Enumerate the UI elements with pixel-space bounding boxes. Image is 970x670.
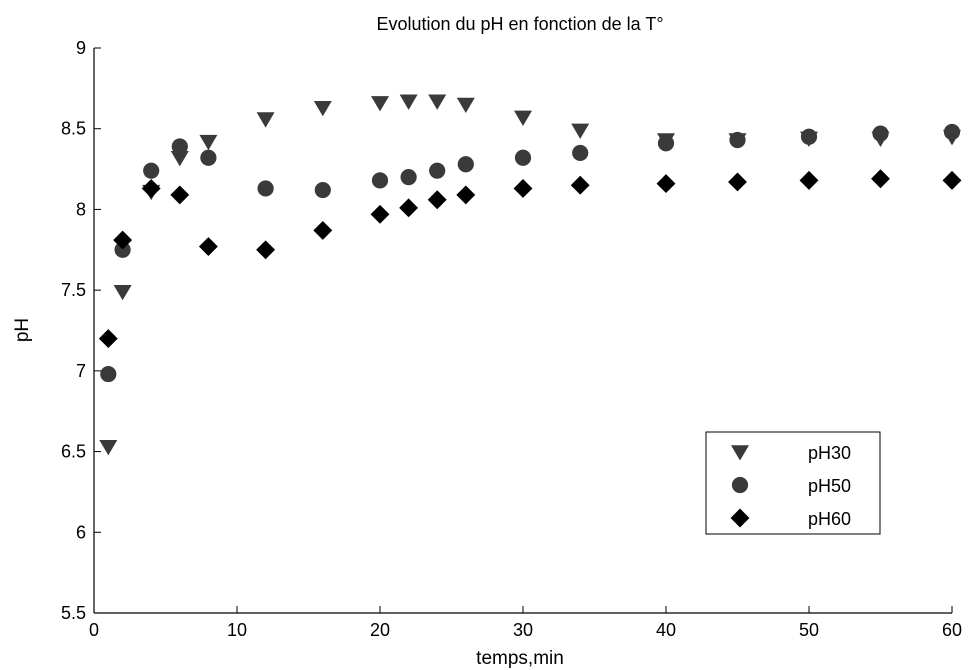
- data-point-ph60: [728, 172, 747, 192]
- y-tick-label: 7: [76, 361, 86, 381]
- y-tick-label: 5.5: [61, 603, 86, 623]
- y-tick-label: 6: [76, 522, 86, 542]
- data-point-ph50: [371, 172, 389, 189]
- data-point-ph50: [572, 144, 589, 162]
- data-point-ph60: [656, 174, 676, 194]
- series-ph50: [100, 123, 961, 383]
- y-tick-label: 6.5: [61, 442, 86, 462]
- data-point-ph50: [800, 128, 818, 145]
- data-point-ph60: [141, 178, 161, 198]
- data-point-ph30: [514, 110, 532, 126]
- data-point-ph30: [256, 112, 275, 128]
- data-point-ph60: [313, 220, 333, 240]
- y-tick-label: 7.5: [61, 280, 86, 300]
- data-point-ph50: [314, 181, 331, 199]
- legend-marker-ph60: [730, 508, 750, 528]
- data-point-ph50: [429, 162, 446, 179]
- data-point-ph60: [399, 198, 419, 218]
- legend-marker-ph50: [731, 476, 749, 494]
- data-point-ph30: [399, 94, 418, 110]
- data-point-ph30: [456, 97, 475, 114]
- data-point-ph60: [942, 170, 962, 190]
- data-point-ph50: [171, 138, 188, 155]
- data-point-ph60: [513, 178, 533, 198]
- data-point-ph50: [457, 156, 474, 173]
- plot-area: 0 10 20 30 40 50 60 5.5 6 6.5 7 7.5 8 8.5 9: [61, 38, 962, 640]
- x-tick-label: 30: [513, 620, 533, 640]
- x-axis-label: temps,min: [476, 648, 564, 669]
- y-tick-label: 8.5: [61, 119, 86, 139]
- data-point-ph60: [799, 170, 819, 190]
- series-ph60: [98, 169, 962, 349]
- x-tick-label: 40: [656, 620, 676, 640]
- data-point-ph60: [570, 175, 590, 195]
- data-point-ph60: [256, 240, 276, 260]
- data-point-ph50: [143, 162, 160, 179]
- x-tick-label: 50: [799, 620, 819, 640]
- data-point-ph50: [729, 131, 746, 149]
- x-tick-label: 60: [942, 620, 962, 640]
- data-point-ph30: [113, 285, 132, 301]
- legend: pH30 pH50 pH60: [705, 431, 881, 535]
- data-point-ph60: [170, 185, 190, 205]
- data-point-ph30: [428, 94, 447, 110]
- legend-label: pH60: [808, 509, 851, 529]
- data-point-ph50: [200, 149, 217, 166]
- data-point-ph30: [199, 134, 218, 151]
- y-tick-label: 9: [76, 38, 86, 58]
- data-point-ph50: [257, 180, 274, 197]
- data-point-ph50: [657, 135, 675, 152]
- data-point-ph50: [114, 241, 131, 258]
- legend-label: pH50: [808, 476, 851, 496]
- data-point-ph60: [456, 185, 476, 205]
- data-point-ph30: [571, 123, 590, 139]
- data-point-ph30: [170, 151, 189, 167]
- y-axis-label: pH: [12, 318, 33, 342]
- data-point-ph60: [370, 204, 390, 224]
- data-point-ph50: [872, 125, 889, 142]
- data-point-ph60: [113, 230, 133, 250]
- data-point-ph50: [514, 149, 532, 166]
- data-point-ph50: [100, 365, 117, 383]
- data-point-ph30: [99, 439, 118, 456]
- legend-label: pH30: [808, 443, 851, 463]
- data-point-ph60: [427, 190, 447, 210]
- data-point-ph50: [400, 169, 417, 186]
- data-point-ph60: [198, 237, 218, 257]
- y-tick-label: 8: [76, 199, 86, 219]
- data-point-ph60: [98, 329, 118, 349]
- x-tick-label: 20: [370, 620, 390, 640]
- data-point-ph50: [943, 123, 961, 141]
- data-point-ph60: [871, 169, 890, 189]
- series-ph30: [99, 94, 961, 456]
- data-point-ph30: [313, 100, 332, 117]
- x-tick-label: 10: [227, 620, 247, 640]
- legend-marker-ph30: [731, 445, 749, 461]
- x-tick-label: 0: [89, 620, 99, 640]
- data-point-ph30: [371, 96, 389, 112]
- chart-title: Evolution du pH en fonction de la T°: [376, 14, 663, 34]
